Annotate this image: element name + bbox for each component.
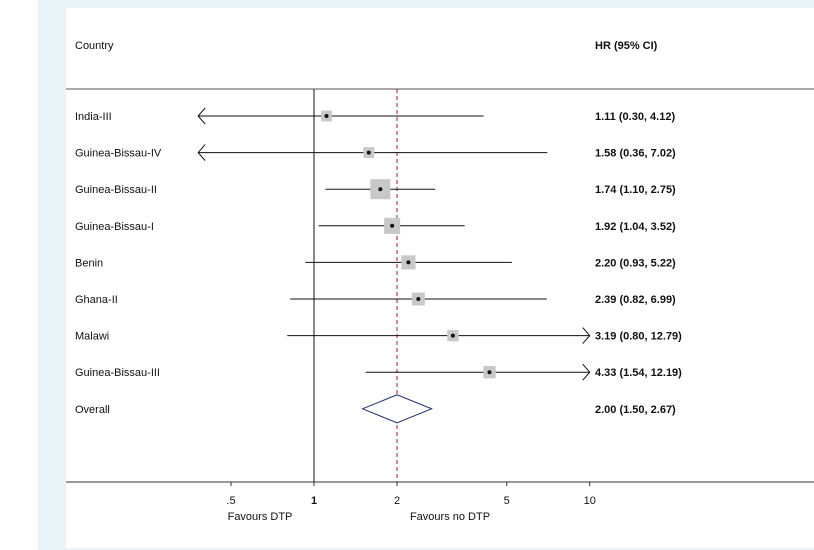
study-row: Guinea-Bissau-II 1.74 (1.10, 2.75): [75, 179, 676, 200]
study-row: Malawi 3.19 (0.80, 12.79): [75, 327, 682, 344]
study-row: Ghana-II 2.39 (0.82, 6.99): [75, 292, 676, 306]
hr-ci-value: 1.58 (0.36, 7.02): [595, 148, 676, 160]
study-name: India-III: [75, 111, 112, 123]
favours-left-label: Favours DTP: [228, 511, 293, 523]
point-estimate: [487, 370, 492, 375]
tick-label: 1: [311, 495, 317, 507]
ci-arrow: [582, 363, 591, 381]
study-name: Guinea-Bissau-II: [75, 184, 157, 196]
hr-ci-value: 2.20 (0.93, 5.22): [595, 257, 676, 269]
reference-lines: [313, 89, 398, 482]
hr-ci-value: 4.33 (1.54, 12.19): [595, 367, 682, 379]
plot-area: Country HR (95% CI) India-III 1.11 (0.30,…: [66, 8, 814, 548]
tick-label: .5: [226, 495, 235, 507]
overall-diamond: [361, 394, 433, 424]
tick-label: 2: [394, 495, 400, 507]
point-estimate: [416, 297, 421, 301]
point-estimate: [390, 223, 395, 228]
tick-label: 10: [584, 495, 596, 507]
forest-plot: Country HR (95% CI) India-III 1.11 (0.30,…: [66, 40, 814, 523]
hr-ci-header: HR (95% CI): [595, 40, 658, 52]
study-row: India-III 1.11 (0.30, 4.12): [75, 107, 675, 125]
study-rows: India-III 1.11 (0.30, 4.12) Guinea-Bissau-…: [75, 107, 682, 424]
point-estimate: [324, 114, 329, 118]
point-estimate: [406, 260, 411, 265]
overall-hr-value: 2.00 (1.50, 2.67): [595, 404, 676, 416]
study-row: Benin 2.20 (0.93, 5.22): [75, 255, 676, 270]
hr-ci-value: 2.39 (0.82, 6.99): [595, 294, 676, 306]
study-row: Guinea-Bissau-IV 1.58 (0.36, 7.02): [75, 144, 676, 161]
point-estimate: [366, 150, 371, 155]
study-name: Guinea-Bissau-I: [75, 221, 154, 233]
tick-label: 5: [504, 495, 510, 507]
study-name: Guinea-Bissau-III: [75, 367, 160, 379]
country-header: Country: [75, 40, 114, 52]
study-row: Guinea-Bissau-III 4.33 (1.54, 12.19): [75, 363, 682, 381]
ci-arrow: [582, 327, 591, 344]
hr-ci-value: 1.74 (1.10, 2.75): [595, 184, 676, 196]
hr-ci-value: 1.11 (0.30, 4.12): [595, 111, 675, 123]
study-name: Benin: [75, 257, 103, 269]
study-row: Guinea-Bissau-I 1.92 (1.04, 3.52): [75, 217, 676, 234]
figure-frame: Country HR (95% CI) India-III 1.11 (0.30,…: [38, 0, 814, 550]
hr-ci-value: 3.19 (0.80, 12.79): [595, 331, 682, 343]
ci-arrow: [197, 144, 206, 161]
x-axis-ticks: .5 1 2 5 10: [226, 482, 596, 507]
ci-arrow: [197, 107, 206, 125]
favours-right-label: Favours no DTP: [410, 511, 490, 523]
point-estimate: [378, 187, 383, 192]
hr-ci-value: 1.92 (1.04, 3.52): [595, 221, 676, 233]
overall-label: Overall: [75, 404, 110, 416]
point-estimate: [450, 333, 455, 338]
study-name: Malawi: [75, 331, 109, 343]
study-name: Guinea-Bissau-IV: [75, 148, 162, 160]
study-name: Ghana-II: [75, 294, 118, 306]
overall-row: Overall 2.00 (1.50, 2.67): [75, 394, 676, 424]
